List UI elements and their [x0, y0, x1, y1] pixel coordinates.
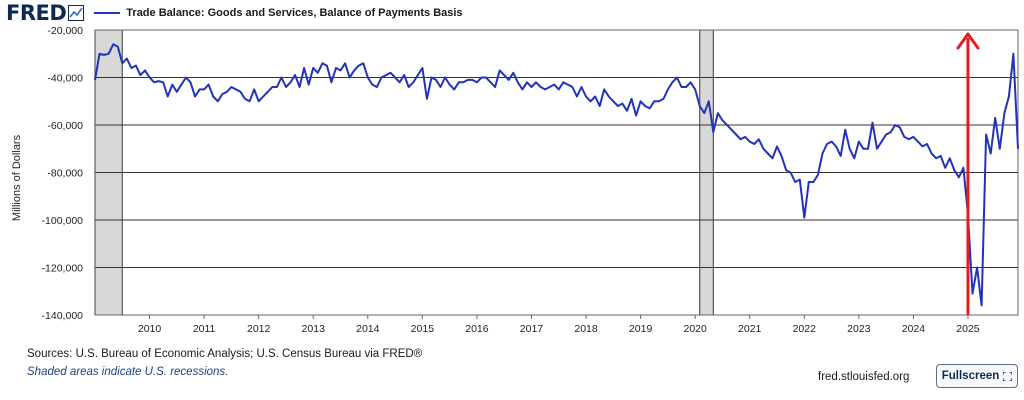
- recession-note: Shaded areas indicate U.S. recessions.: [27, 366, 229, 378]
- y-axis-ticks: -20,000 -40,000 -60,000 -80,000 -100,000 -120…: [42, 25, 84, 322]
- x-tick-label: 2022: [793, 323, 817, 335]
- y-tick-label: -100,000: [42, 215, 84, 227]
- x-tick-label: 2024: [902, 323, 926, 335]
- x-tick-label: 2020: [683, 323, 707, 335]
- y-tick-label: -20,000: [47, 25, 83, 37]
- x-tick-label: 2023: [847, 323, 871, 335]
- fullscreen-button[interactable]: Fullscreen: [936, 364, 1018, 388]
- series-lines: [94, 43, 1019, 307]
- x-tick-label: 2012: [247, 323, 271, 335]
- site-link[interactable]: fred.stlouisfed.org: [818, 371, 910, 383]
- fullscreen-icon: [1003, 371, 1013, 381]
- y-tick-label: -140,000: [42, 310, 84, 322]
- y-tick-label: -40,000: [47, 73, 83, 85]
- series-line: [94, 43, 1019, 307]
- x-tick-label: 2016: [465, 323, 489, 335]
- y-tick-label: -60,000: [47, 120, 83, 132]
- y-tick-label: -120,000: [42, 263, 84, 275]
- legend-label: Trade Balance: Goods and Services, Balan…: [126, 7, 463, 19]
- x-tick-label: 2014: [356, 323, 380, 335]
- x-tick-label: 2018: [574, 323, 598, 335]
- legend-swatch: [94, 12, 121, 14]
- annotation-arrow-head: [956, 32, 980, 50]
- x-tick-label: 2021: [738, 323, 762, 335]
- y-tick-label: -80,000: [47, 168, 83, 180]
- x-tick-label: 2011: [193, 323, 216, 335]
- gridlines: [95, 29, 1018, 316]
- x-tick-label: 2025: [956, 323, 980, 335]
- fred-logo[interactable]: FRED: [6, 1, 67, 25]
- x-tick-label: 2010: [138, 323, 162, 335]
- fred-graph-icon: [68, 5, 85, 21]
- sources-text: Sources: U.S. Bureau of Economic Analysi…: [27, 348, 423, 360]
- x-tick-label: 2015: [411, 323, 435, 335]
- annotations: [956, 32, 980, 315]
- chart-header: FRED Trade Balance: Goods and Services, …: [6, 1, 463, 25]
- x-tick-label: 2017: [520, 323, 544, 335]
- y-axis-label: Millions of Dollars: [11, 134, 23, 221]
- x-tick-label: 2013: [302, 323, 326, 335]
- plot-area: [94, 29, 1019, 316]
- fullscreen-label: Fullscreen: [941, 370, 1000, 382]
- x-tick-label: 2019: [629, 323, 653, 335]
- plot-border: [94, 29, 1019, 316]
- x-axis-ticks: 2010 2011 2012 2013 2014 2015 2016 2017 2018 2019…: [138, 315, 980, 335]
